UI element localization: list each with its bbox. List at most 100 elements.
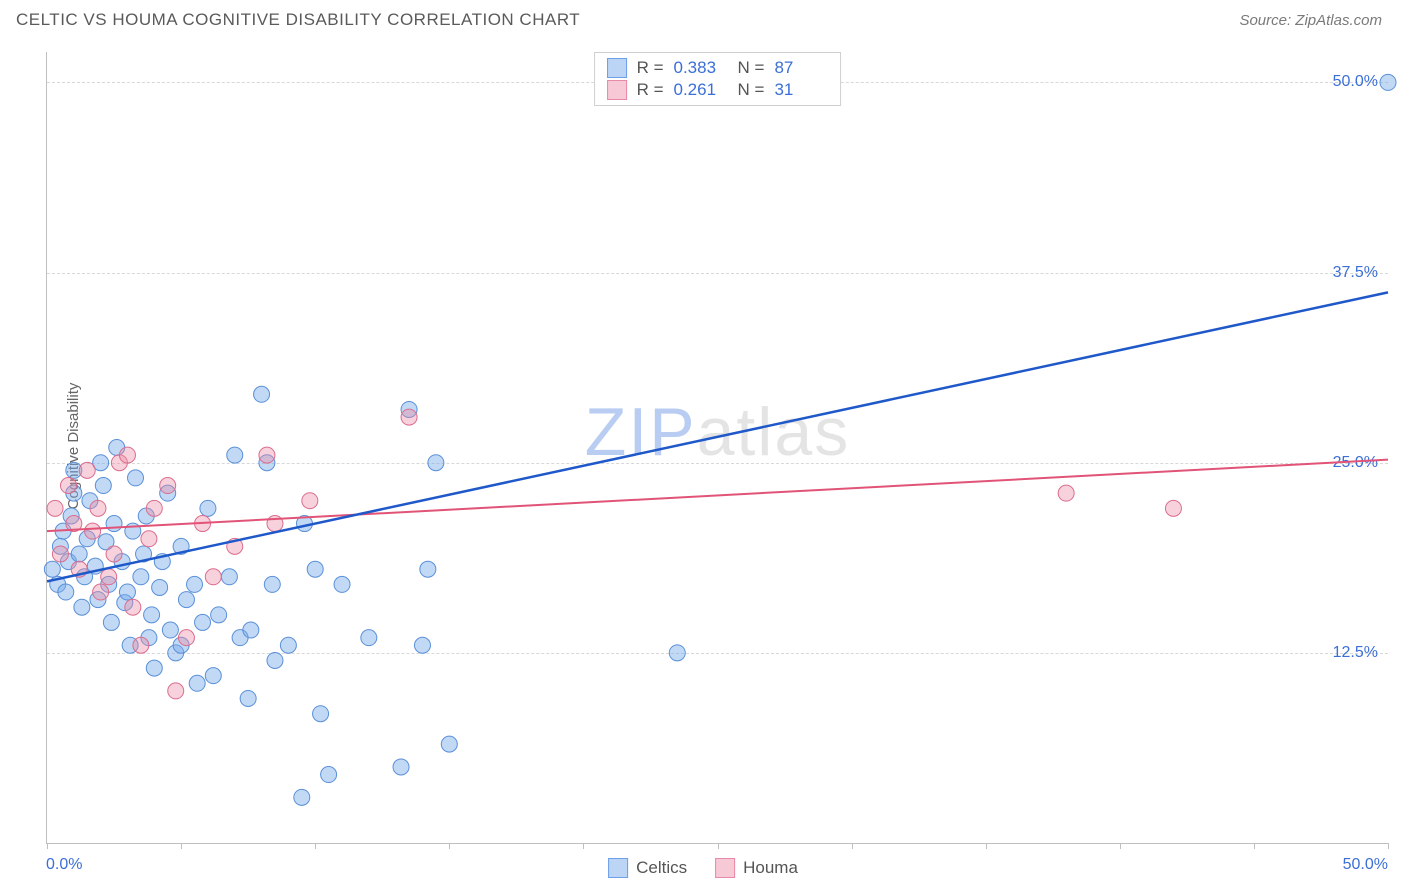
celtics-point [414,637,430,653]
x-tick [718,843,719,849]
celtics-point [227,447,243,463]
swatch-houma-icon [607,80,627,100]
x-tick [449,843,450,849]
celtics-point [152,579,168,595]
houma-point [146,500,162,516]
legend-item-houma: Houma [715,858,798,878]
celtics-point [74,599,90,615]
houma-point [205,569,221,585]
celtics-point [428,455,444,471]
celtics-point [58,584,74,600]
celtics-point [128,470,144,486]
celtics-point [195,614,211,630]
chart-title: CELTIC VS HOUMA COGNITIVE DISABILITY COR… [16,10,580,30]
celtics-point [221,569,237,585]
houma-point [90,500,106,516]
legend-row-celtics: R = 0.383 N = 87 [607,57,829,79]
houma-point [401,409,417,425]
x-tick [986,843,987,849]
celtics-point [420,561,436,577]
celtics-point [254,386,270,402]
houma-point [259,447,275,463]
x-tick [1120,843,1121,849]
celtics-point [189,675,205,691]
celtics-point [441,736,457,752]
legend-label-celtics: Celtics [636,858,687,878]
celtics-trendline [47,292,1388,581]
houma-point [178,630,194,646]
celtics-point [106,516,122,532]
scatter-svg [47,52,1388,843]
houma-point [1165,500,1181,516]
series-legend: Celtics Houma [608,858,798,878]
celtics-point [211,607,227,623]
r-label: R = [637,58,664,78]
houma-point [141,531,157,547]
swatch-celtics-icon [608,858,628,878]
celtics-point [144,607,160,623]
celtics-point [44,561,60,577]
celtics-point [205,668,221,684]
celtics-point [240,690,256,706]
houma-point [106,546,122,562]
houma-point [302,493,318,509]
celtics-point [95,478,111,494]
swatch-houma-icon [715,858,735,878]
houma-point [160,478,176,494]
x-tick [583,843,584,849]
n-value-houma: 31 [774,80,828,100]
celtics-point [334,576,350,592]
celtics-point [103,614,119,630]
x-tick [315,843,316,849]
swatch-celtics-icon [607,58,627,78]
legend-item-celtics: Celtics [608,858,687,878]
chart-plot-area: ZIPatlas 12.5%25.0%37.5%50.0% R = 0.383 … [46,52,1388,844]
celtics-point [146,660,162,676]
x-tick [47,843,48,849]
celtics-point [321,767,337,783]
houma-point [133,637,149,653]
n-label: N = [738,58,765,78]
r-value-houma: 0.261 [674,80,728,100]
celtics-point [280,637,296,653]
r-label-2: R = [637,80,664,100]
x-axis-max-label: 50.0% [1343,856,1388,874]
celtics-point [294,789,310,805]
celtics-point [178,592,194,608]
celtics-point [669,645,685,661]
x-tick [852,843,853,849]
x-axis-origin-label: 0.0% [46,856,82,874]
x-tick [1388,843,1389,849]
houma-point [85,523,101,539]
houma-point [93,584,109,600]
celtics-point [71,546,87,562]
celtics-point [264,576,280,592]
x-tick [1254,843,1255,849]
celtics-point [243,622,259,638]
celtics-point [133,569,149,585]
houma-point [168,683,184,699]
houma-trendline [47,460,1388,531]
celtics-point [361,630,377,646]
legend-row-houma: R = 0.261 N = 31 [607,79,829,101]
houma-point [60,478,76,494]
houma-point [119,447,135,463]
legend-label-houma: Houma [743,858,798,878]
correlation-legend: R = 0.383 N = 87 R = 0.261 N = 31 [594,52,842,106]
celtics-point [162,622,178,638]
n-value-celtics: 87 [774,58,828,78]
x-tick [181,843,182,849]
houma-point [1058,485,1074,501]
houma-point [125,599,141,615]
houma-point [52,546,68,562]
n-label-2: N = [738,80,765,100]
celtics-point [200,500,216,516]
celtics-point [313,706,329,722]
chart-header: CELTIC VS HOUMA COGNITIVE DISABILITY COR… [0,0,1406,36]
houma-point [79,462,95,478]
r-value-celtics: 0.383 [674,58,728,78]
houma-point [101,569,117,585]
celtics-point [267,652,283,668]
celtics-point [1380,74,1396,90]
houma-point [47,500,63,516]
